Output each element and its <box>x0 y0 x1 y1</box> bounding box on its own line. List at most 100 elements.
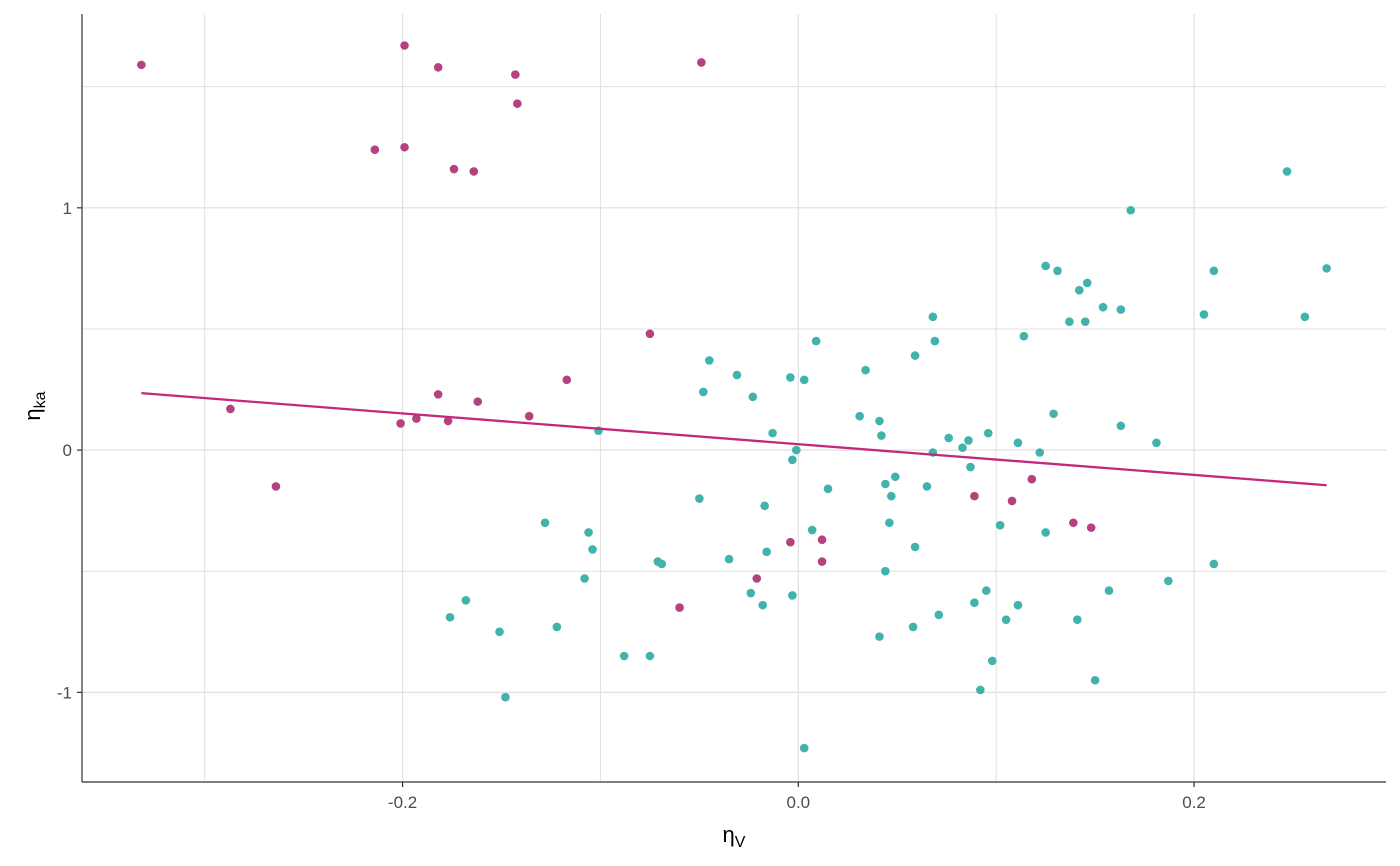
data-point-teal <box>657 559 667 569</box>
data-point-magenta <box>524 411 534 421</box>
x-axis-ticks: -0.2 0.0 0.2 <box>388 782 1206 812</box>
data-point-teal <box>966 462 975 472</box>
data-point-teal <box>1001 615 1011 624</box>
data-point-teal <box>746 588 756 598</box>
series-magenta-points <box>137 41 1096 612</box>
data-point-teal <box>976 685 985 695</box>
data-point-teal <box>995 520 1005 530</box>
data-point-magenta <box>970 491 979 501</box>
data-point-teal <box>792 445 801 455</box>
y-tick-label: 0 <box>63 441 72 460</box>
data-point-magenta <box>271 482 281 491</box>
data-point-teal <box>1013 438 1023 448</box>
data-point-teal <box>1164 576 1173 586</box>
data-point-teal <box>1080 317 1090 326</box>
y-tick-label: 1 <box>63 199 72 218</box>
data-point-teal <box>1073 615 1082 624</box>
data-point-magenta <box>396 419 405 428</box>
data-point-magenta <box>226 404 235 414</box>
data-point-teal <box>944 433 953 443</box>
data-point-teal <box>1322 264 1331 273</box>
data-point-teal <box>875 416 884 426</box>
data-point-magenta <box>400 41 409 50</box>
data-point-teal <box>788 591 797 600</box>
data-point-teal <box>695 494 704 503</box>
data-point-teal <box>908 622 918 632</box>
data-point-teal <box>811 336 821 346</box>
data-point-teal <box>934 610 944 620</box>
data-point-teal <box>1282 167 1292 176</box>
data-point-teal <box>1074 285 1084 295</box>
y-axis-title: ηka <box>20 391 49 420</box>
data-point-teal <box>540 518 550 528</box>
data-point-teal <box>823 484 833 494</box>
data-point-teal <box>1300 312 1310 322</box>
data-point-teal <box>875 632 884 641</box>
data-point-magenta <box>786 537 795 547</box>
data-point-teal <box>1082 278 1092 288</box>
data-point-teal <box>619 651 629 661</box>
series-teal-points <box>445 167 1331 753</box>
data-point-magenta <box>137 60 146 70</box>
data-point-teal <box>885 518 894 528</box>
data-point-teal <box>887 491 896 501</box>
data-point-teal <box>748 392 758 402</box>
data-point-teal <box>699 387 708 397</box>
data-point-teal <box>1041 528 1050 537</box>
data-point-magenta <box>752 574 762 583</box>
data-point-magenta <box>400 142 409 152</box>
x-axis-title: ηV <box>723 822 746 851</box>
data-point-teal <box>732 370 742 380</box>
data-point-teal <box>964 436 973 445</box>
data-point-teal <box>552 622 562 632</box>
data-point-teal <box>1209 559 1219 569</box>
data-point-magenta <box>817 557 827 566</box>
data-point-teal <box>1041 261 1050 271</box>
data-point-teal <box>445 612 455 622</box>
data-point-magenta <box>1086 523 1096 532</box>
axes <box>81 14 1386 783</box>
data-point-magenta <box>370 145 380 154</box>
data-point-teal <box>910 351 920 360</box>
data-point-teal <box>788 455 797 465</box>
data-point-magenta <box>817 535 827 545</box>
data-point-teal <box>724 554 734 564</box>
data-point-magenta <box>1069 518 1078 528</box>
data-point-magenta <box>412 414 421 423</box>
data-point-teal <box>1098 302 1108 312</box>
data-point-teal <box>1013 600 1023 610</box>
data-point-teal <box>760 501 769 511</box>
data-point-teal <box>1035 448 1045 457</box>
data-point-teal <box>958 443 967 452</box>
y-axis-ticks: -1 0 1 <box>57 199 82 702</box>
data-point-teal <box>799 375 809 385</box>
grid-lines <box>82 14 1386 782</box>
data-point-teal <box>922 482 932 491</box>
data-point-teal <box>1049 409 1058 419</box>
data-point-teal <box>768 428 777 438</box>
data-point-magenta <box>473 397 483 406</box>
data-point-teal <box>588 545 597 554</box>
data-point-teal <box>1019 331 1029 341</box>
data-point-teal <box>1104 586 1114 595</box>
data-point-teal <box>495 627 504 637</box>
data-point-magenta <box>469 167 479 176</box>
data-point-teal <box>855 411 864 421</box>
data-point-teal <box>1126 205 1136 215</box>
data-point-teal <box>758 600 767 610</box>
data-point-magenta <box>433 390 443 399</box>
y-tick-label: -1 <box>57 683 72 702</box>
data-point-teal <box>881 566 890 576</box>
data-point-teal <box>501 692 510 702</box>
data-point-teal <box>1116 421 1126 431</box>
data-point-teal <box>580 574 589 583</box>
data-point-teal <box>584 528 593 537</box>
x-tick-label: 0.2 <box>1182 793 1206 812</box>
data-point-teal <box>799 743 809 753</box>
trend-line <box>141 392 1327 487</box>
data-point-magenta <box>697 58 706 67</box>
data-point-teal <box>983 428 993 438</box>
data-point-teal <box>762 547 771 557</box>
data-point-teal <box>1090 675 1100 685</box>
